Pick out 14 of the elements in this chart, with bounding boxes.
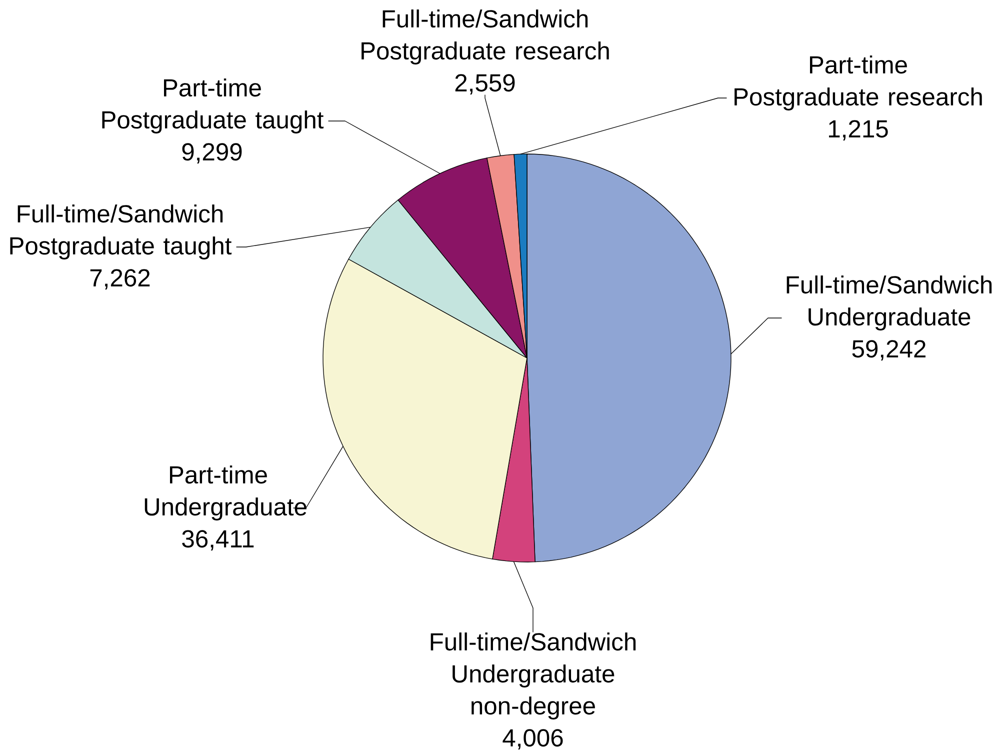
slice-label: Full-time/Sandwich Postgraduate taught [10, 204, 232, 260]
data-label: 9,299 [182, 143, 242, 164]
data-label: 1,215 [829, 120, 888, 141]
data-label: 59,242 [852, 340, 926, 361]
slice-label: Part-time Postgraduate research [734, 55, 982, 110]
slice-label: Full-time/Sandwich Undergraduate [786, 275, 992, 330]
slice-label: Part-time Postgraduate taught [102, 78, 324, 134]
data-label: 2,559 [455, 74, 515, 95]
data-label: 7,262 [90, 269, 150, 290]
slice-label: Full-time/Sandwich Undergraduate non-degree [430, 632, 636, 720]
slice-label: Part-time Undergraduate [144, 465, 306, 520]
data-label: 36,411 [182, 530, 254, 551]
data-label: 4,006 [502, 729, 563, 750]
slice-label: Full-time/Sandwich Postgraduate research [362, 9, 609, 64]
